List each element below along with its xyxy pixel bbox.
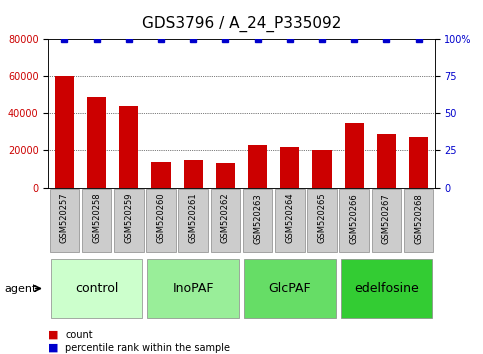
Text: GSM520260: GSM520260 <box>156 193 166 244</box>
Text: GlcPAF: GlcPAF <box>269 282 311 295</box>
Text: GSM520262: GSM520262 <box>221 193 230 244</box>
FancyBboxPatch shape <box>307 189 337 252</box>
FancyBboxPatch shape <box>243 189 272 252</box>
Text: GSM520265: GSM520265 <box>317 193 327 244</box>
Text: agent: agent <box>5 284 37 293</box>
Text: InoPAF: InoPAF <box>172 282 214 295</box>
Bar <box>313 150 332 188</box>
FancyBboxPatch shape <box>244 259 336 318</box>
FancyBboxPatch shape <box>371 189 401 252</box>
Bar <box>248 145 267 188</box>
Bar <box>377 134 396 188</box>
FancyBboxPatch shape <box>51 259 142 318</box>
Bar <box>344 122 364 188</box>
FancyBboxPatch shape <box>340 189 369 252</box>
Text: GSM520258: GSM520258 <box>92 193 101 244</box>
FancyBboxPatch shape <box>178 189 208 252</box>
Bar <box>55 76 74 188</box>
Text: GSM520264: GSM520264 <box>285 193 294 244</box>
Bar <box>119 106 139 188</box>
FancyBboxPatch shape <box>146 189 176 252</box>
Bar <box>216 164 235 188</box>
FancyBboxPatch shape <box>404 189 433 252</box>
FancyBboxPatch shape <box>82 189 112 252</box>
Text: GSM520259: GSM520259 <box>124 193 133 243</box>
Text: ■: ■ <box>48 343 59 353</box>
FancyBboxPatch shape <box>114 189 143 252</box>
FancyBboxPatch shape <box>211 189 240 252</box>
FancyBboxPatch shape <box>341 259 432 318</box>
Bar <box>184 160 203 188</box>
Text: GSM520257: GSM520257 <box>60 193 69 244</box>
Bar <box>409 137 428 188</box>
Text: GSM520263: GSM520263 <box>253 193 262 244</box>
Text: control: control <box>75 282 118 295</box>
Text: GSM520267: GSM520267 <box>382 193 391 244</box>
Text: GSM520266: GSM520266 <box>350 193 359 244</box>
FancyBboxPatch shape <box>50 189 79 252</box>
Bar <box>151 161 170 188</box>
Text: edelfosine: edelfosine <box>354 282 419 295</box>
FancyBboxPatch shape <box>147 259 239 318</box>
Text: GSM520261: GSM520261 <box>189 193 198 244</box>
Bar <box>280 147 299 188</box>
Text: percentile rank within the sample: percentile rank within the sample <box>65 343 230 353</box>
Bar <box>87 97 106 188</box>
FancyBboxPatch shape <box>275 189 305 252</box>
Text: GDS3796 / A_24_P335092: GDS3796 / A_24_P335092 <box>142 16 341 32</box>
Text: GSM520268: GSM520268 <box>414 193 423 244</box>
Text: count: count <box>65 330 93 339</box>
Text: ■: ■ <box>48 330 59 339</box>
